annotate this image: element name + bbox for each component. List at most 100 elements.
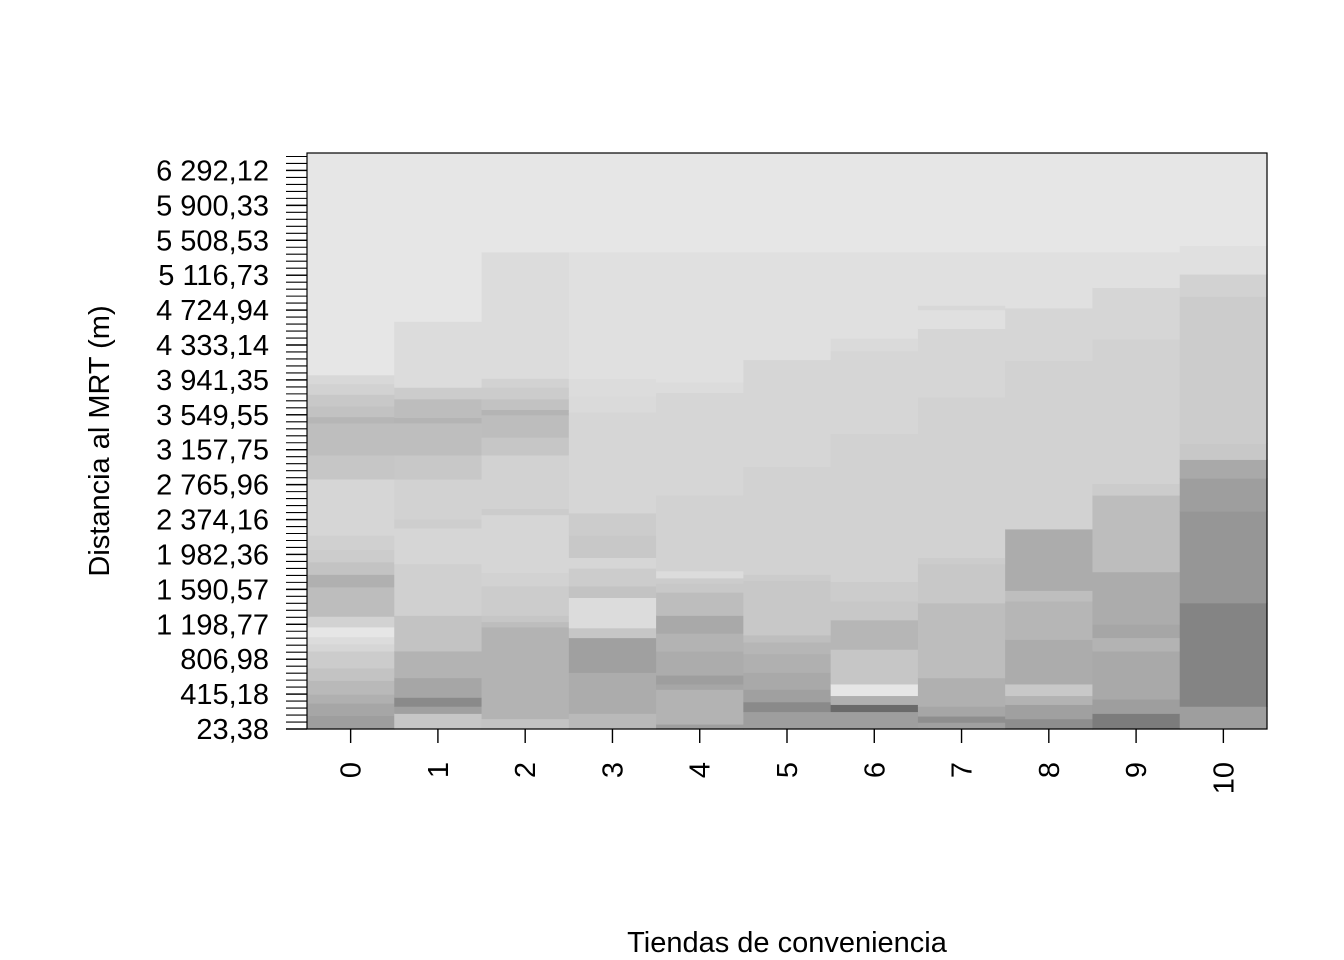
heatmap-cell xyxy=(1005,590,1094,602)
heatmap-cell xyxy=(481,454,570,509)
heatmap-cell xyxy=(568,713,657,730)
heatmap-cell xyxy=(307,535,395,550)
heatmap-cell xyxy=(743,634,832,643)
heatmap-cell xyxy=(568,412,657,514)
heatmap-cell xyxy=(568,597,657,629)
heatmap-cell xyxy=(307,422,395,456)
heatmap-cell xyxy=(830,251,919,339)
heatmap-cell xyxy=(1092,650,1181,700)
x-tick-label: 1 xyxy=(423,762,455,778)
heatmap-cell xyxy=(307,667,395,681)
y-tick-label: 415,18 xyxy=(180,679,269,711)
heatmap-cell xyxy=(743,672,832,690)
heatmap-cell xyxy=(1179,153,1268,247)
heatmap-cell xyxy=(307,694,395,704)
heatmap-cell xyxy=(743,466,832,575)
heatmap-cell xyxy=(307,374,395,385)
heatmap-cell xyxy=(481,621,570,628)
x-tick-label: 6 xyxy=(859,762,891,778)
heatmap-cell xyxy=(568,568,657,587)
heatmap-cell xyxy=(394,697,483,707)
heatmap-cell xyxy=(743,251,832,361)
heatmap-cell xyxy=(656,392,744,496)
heatmap-cell xyxy=(307,549,395,563)
x-tick-label: 10 xyxy=(1208,762,1240,794)
heatmap-cell xyxy=(1179,245,1268,275)
heatmap-cell xyxy=(307,643,395,652)
x-tick-label: 3 xyxy=(597,762,629,778)
y-tick-label: 6 292,12 xyxy=(156,155,269,187)
heatmap-cell xyxy=(656,153,744,253)
heatmap-cell xyxy=(307,680,395,695)
heatmap-cell xyxy=(656,381,744,394)
heatmap-cell xyxy=(1092,483,1181,496)
heatmap-cell xyxy=(307,454,395,480)
heatmap-cell xyxy=(743,701,832,713)
heatmap-cell xyxy=(830,619,919,650)
heatmap-cell xyxy=(917,305,1006,311)
heatmap-cell xyxy=(481,153,570,253)
x-tick-label: 0 xyxy=(336,762,368,778)
heatmap-cell xyxy=(568,153,657,253)
heatmap-cell xyxy=(568,627,657,639)
heatmap-cell xyxy=(307,153,395,376)
heatmap-cell xyxy=(1179,478,1268,512)
heatmap-cell xyxy=(830,581,919,602)
x-tick-label: 9 xyxy=(1121,762,1153,778)
heatmap-cell xyxy=(917,715,1006,723)
heatmap-cell xyxy=(307,383,395,395)
heatmap-cell xyxy=(917,677,1006,707)
heatmap-cell xyxy=(307,586,395,617)
heatmap-cell xyxy=(481,409,570,416)
heatmap-cell xyxy=(917,602,1006,679)
y-axis-label: Distancia al MRT (m) xyxy=(84,305,116,576)
heatmap-cell xyxy=(656,683,744,690)
heatmap-cell xyxy=(1179,274,1268,297)
heatmap-cell xyxy=(568,378,657,397)
heatmap-cell xyxy=(830,695,919,705)
heatmap-cell xyxy=(307,715,395,730)
heatmap-cell xyxy=(481,718,570,730)
heatmap-cell xyxy=(1179,443,1268,460)
heatmap-cell xyxy=(1005,683,1094,697)
heatmap-cell xyxy=(656,723,744,730)
heatmap-cell xyxy=(394,706,483,714)
heatmap-cell xyxy=(481,378,570,388)
heatmap-cell xyxy=(307,616,395,628)
heatmap-cell xyxy=(394,417,483,424)
heatmap-cell xyxy=(481,514,570,574)
heatmap-cell xyxy=(394,153,483,322)
heatmap-cell xyxy=(307,478,395,536)
heatmap-cell xyxy=(481,508,570,516)
y-tick-label: 3 941,35 xyxy=(156,365,269,397)
heatmap-cell xyxy=(568,535,657,558)
heatmap-cell xyxy=(656,615,744,634)
heatmap-cell xyxy=(307,574,395,588)
y-tick-label: 4 333,14 xyxy=(156,330,269,362)
heatmap-cell xyxy=(394,454,483,480)
heatmap-cell xyxy=(568,251,657,379)
heatmap-cell xyxy=(481,387,570,400)
heatmap-cell xyxy=(481,398,570,411)
heatmap-cell xyxy=(830,153,919,253)
heatmap-cell xyxy=(307,394,395,407)
heatmap-cell xyxy=(481,585,570,616)
heatmap-cell xyxy=(656,570,744,579)
heatmap-cell xyxy=(1092,637,1181,652)
heatmap-cell xyxy=(1005,307,1094,362)
y-tick-label: 1 982,36 xyxy=(156,539,269,571)
x-tick-label: 5 xyxy=(772,762,804,778)
x-axis: 0 1 2 3 4 5 6 7 8 9 10 xyxy=(336,729,1240,794)
y-tick-label: 1 590,57 xyxy=(156,574,269,606)
heatmap-cell xyxy=(307,626,395,638)
heatmap-cell xyxy=(1092,494,1181,573)
y-tick-label: 3 157,75 xyxy=(156,435,269,467)
heatmap-cell xyxy=(481,615,570,623)
y-tick-label: 3 549,55 xyxy=(156,400,269,432)
x-tick-label: 4 xyxy=(685,762,717,778)
y-tick-label: 2 765,96 xyxy=(156,470,269,502)
heatmap-cell xyxy=(481,437,570,456)
heatmap-cell xyxy=(1179,296,1268,444)
